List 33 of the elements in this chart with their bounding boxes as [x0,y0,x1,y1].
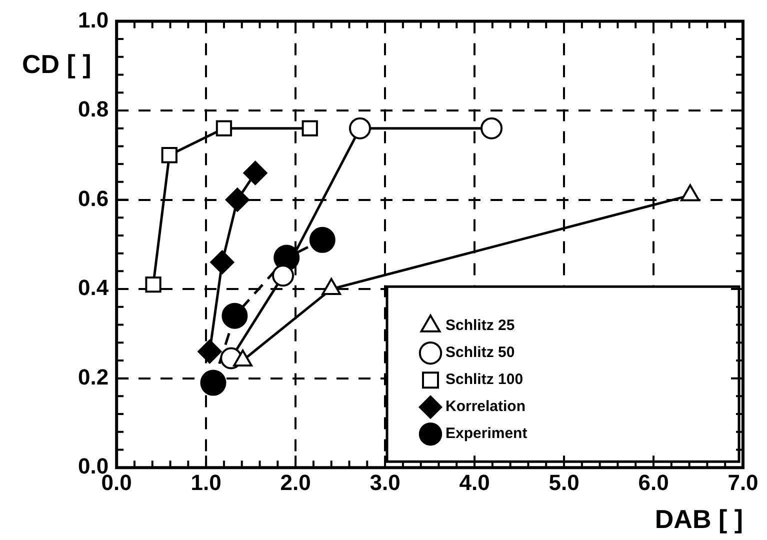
point [200,370,226,396]
point [225,188,250,212]
y-tick-label: 1.0 [78,7,109,32]
point [302,120,318,136]
legend-label: Experiment [446,425,528,442]
point [348,117,371,140]
x-tick-label: 5.0 [548,470,580,495]
point [216,120,232,136]
legend-label: Schlitz 100 [446,371,524,388]
y-tick-label: 0.2 [78,364,109,390]
point [480,117,503,140]
point [210,250,234,274]
point [161,147,178,164]
point [243,160,268,185]
point [272,264,294,287]
point [145,276,162,293]
point [198,340,222,364]
y-tick-label: 0.4 [78,275,110,300]
x-axis-title: DAB [ ] [654,504,743,534]
x-tick-label: 1.0 [190,470,222,495]
y-tick-label: 0.6 [78,186,109,211]
legend-label: Korrelation [446,398,526,416]
x-tick-label: 3.0 [370,470,400,495]
legend-label: Schlitz 25 [446,317,515,334]
x-tick-label: 2.0 [280,470,311,495]
point [309,226,336,253]
x-tick-label: 6.0 [638,470,669,495]
legend-label: Schlitz 50 [446,344,515,362]
x-tick-label: 7.0 [728,470,758,495]
point [222,302,248,329]
y-tick-label: 0.8 [78,96,109,122]
x-tick-label: 4.0 [459,470,490,495]
y-axis-title: CD [ ] [22,49,92,80]
